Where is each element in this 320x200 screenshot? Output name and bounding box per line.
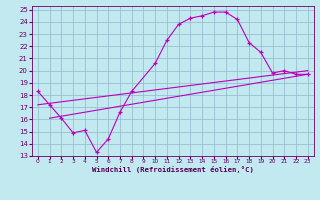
X-axis label: Windchill (Refroidissement éolien,°C): Windchill (Refroidissement éolien,°C): [92, 166, 254, 173]
